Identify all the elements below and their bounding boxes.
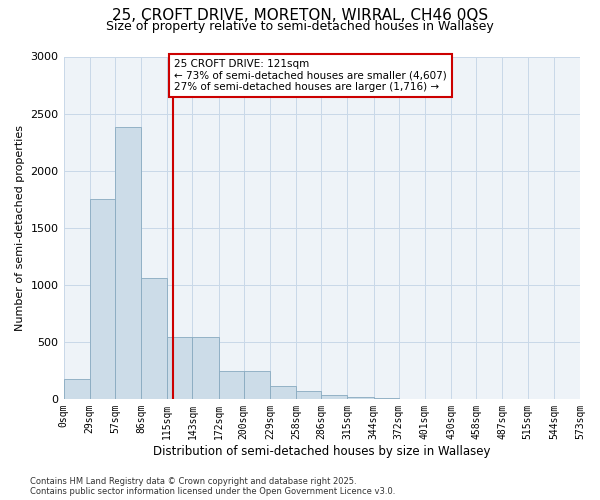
Text: Size of property relative to semi-detached houses in Wallasey: Size of property relative to semi-detach… (106, 20, 494, 33)
Y-axis label: Number of semi-detached properties: Number of semi-detached properties (15, 124, 25, 330)
Text: Contains HM Land Registry data © Crown copyright and database right 2025.
Contai: Contains HM Land Registry data © Crown c… (30, 476, 395, 496)
Text: 25 CROFT DRIVE: 121sqm
← 73% of semi-detached houses are smaller (4,607)
27% of : 25 CROFT DRIVE: 121sqm ← 73% of semi-det… (175, 59, 447, 92)
Text: 25, CROFT DRIVE, MORETON, WIRRAL, CH46 0QS: 25, CROFT DRIVE, MORETON, WIRRAL, CH46 0… (112, 8, 488, 22)
Bar (141, 278, 167, 399)
Bar (270, 386, 296, 399)
Bar (322, 396, 347, 399)
Bar (115, 127, 141, 399)
Bar (347, 397, 374, 399)
Bar (64, 379, 89, 399)
Bar (244, 372, 270, 399)
Bar (89, 199, 115, 399)
Bar (296, 392, 322, 399)
Bar (374, 398, 399, 399)
Bar (193, 337, 218, 399)
X-axis label: Distribution of semi-detached houses by size in Wallasey: Distribution of semi-detached houses by … (153, 444, 491, 458)
Bar (218, 372, 244, 399)
Bar (167, 337, 193, 399)
